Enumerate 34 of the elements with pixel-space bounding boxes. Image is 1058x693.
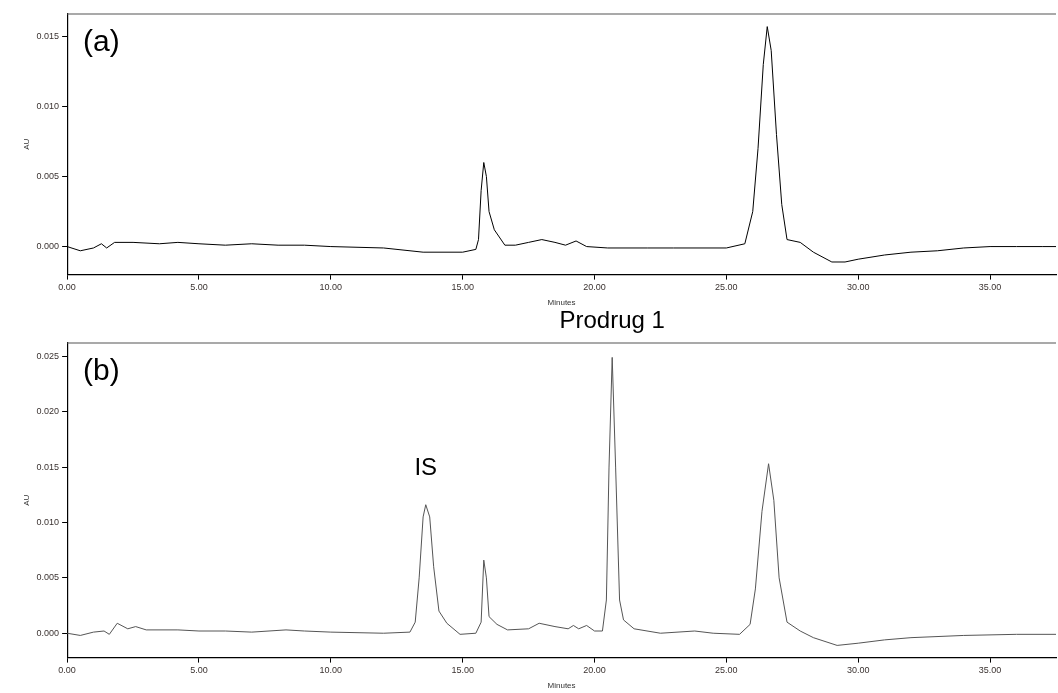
y-axis-title: AU — [22, 138, 31, 150]
y-tick-label: 0.025 — [36, 350, 60, 361]
y-tick-label: 0.010 — [36, 516, 60, 527]
y-tick-label: 0.015 — [36, 461, 60, 472]
x-tick-label: 0.00 — [58, 665, 76, 676]
x-tick-label: 5.00 — [190, 665, 208, 676]
y-tick-label: 0.015 — [36, 30, 60, 41]
x-tick-label: 30.00 — [846, 282, 870, 293]
annotation: (a) — [83, 24, 120, 58]
x-axis-title: Minutes — [547, 681, 576, 691]
x-tick-label: 35.00 — [978, 665, 1002, 676]
x-tick-label: 15.00 — [451, 665, 474, 676]
y-tick-label: 0.005 — [36, 572, 60, 583]
x-tick-label: 20.00 — [583, 665, 606, 676]
x-tick-label: 25.00 — [715, 282, 738, 293]
x-tick-label: 5.00 — [190, 282, 208, 293]
y-tick-label: 0.005 — [36, 171, 60, 182]
y-tick-label: 0.000 — [36, 627, 60, 638]
x-tick-label: 0.00 — [58, 282, 76, 293]
y-axis-title: AU — [22, 494, 31, 506]
x-axis-title: Minutes — [547, 298, 576, 308]
x-tick-label: 10.00 — [319, 665, 343, 676]
x-tick-label: 20.00 — [583, 282, 606, 293]
x-tick-label: 15.00 — [451, 282, 474, 293]
y-tick-label: 0.020 — [36, 406, 60, 417]
x-tick-label: 10.00 — [319, 282, 343, 293]
x-tick-label: 35.00 — [978, 282, 1002, 293]
y-tick-label: 0.010 — [36, 100, 60, 111]
y-tick-label: 0.000 — [36, 241, 60, 252]
x-tick-label: 30.00 — [846, 665, 870, 676]
annotation: Prodrug 1 — [559, 306, 665, 334]
annotation: IS — [414, 453, 438, 481]
annotation: (b) — [83, 353, 120, 387]
x-tick-label: 25.00 — [715, 665, 738, 676]
